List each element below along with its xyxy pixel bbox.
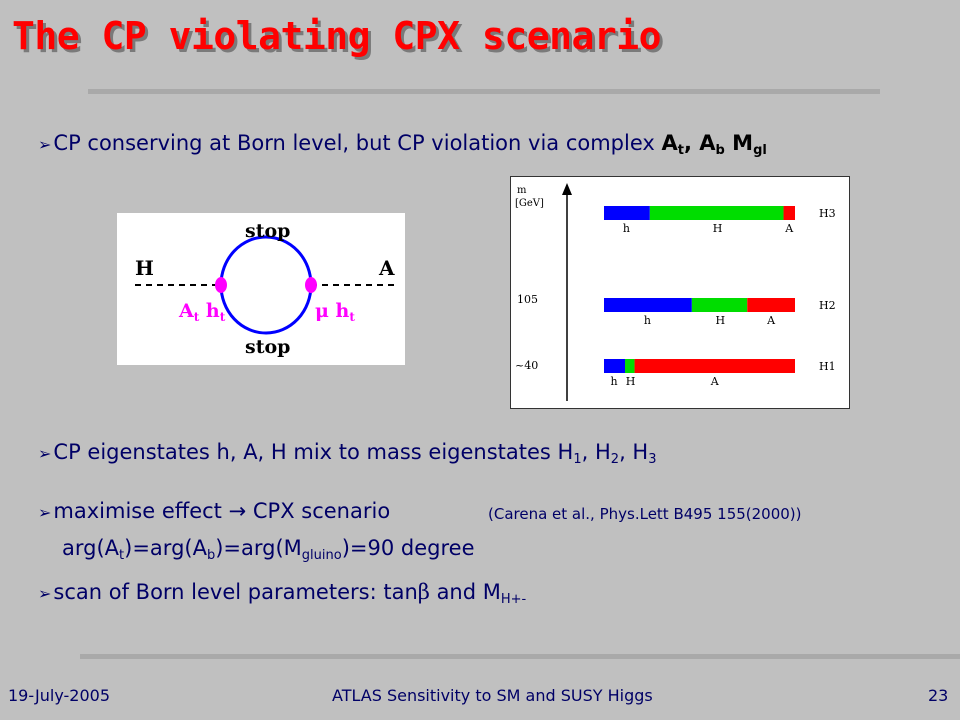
left-vertex-label: At ht (178, 300, 226, 324)
footer-title: ATLAS Sensitivity to SM and SUSY Higgs (332, 686, 653, 705)
bullet-eigenstates: ➢CP eigenstates h, A, H mix to mass eige… (38, 440, 657, 467)
y-tick-40: ~40 (515, 359, 538, 372)
right-vertex-dot (305, 277, 317, 293)
bar-label-H2-H: H (716, 314, 726, 327)
footer-date: 19-July-2005 (8, 686, 111, 705)
arrow-bullet-icon: ➢ (38, 135, 52, 154)
coupling-at: At, Ab Mgl (661, 131, 767, 158)
feynman-diagram: H A stop stop At ht μ ht (117, 213, 405, 365)
bullet-cp-conserving: ➢CP conserving at Born level, but CP vio… (38, 131, 767, 158)
bar-H3-h (604, 206, 650, 220)
page-title: The CP violating CPX scenario (12, 14, 661, 58)
state-label-H2: H2 (819, 299, 836, 312)
label-a: A (378, 256, 395, 280)
bar-label-H3-h: h (623, 222, 630, 235)
y-tick-105: 105 (517, 293, 538, 306)
feynman-svg: H A stop stop At ht μ ht (135, 220, 395, 358)
bar-label-H2-A: A (766, 314, 776, 327)
arrow-bullet-icon: ➢ (38, 584, 52, 603)
y-label-m: m (517, 185, 527, 196)
bar-label-H2-h: h (644, 314, 651, 327)
state-label-H1: H1 (819, 360, 836, 373)
bullet-maximise: ➢maximise effect → CPX scenario (38, 499, 391, 523)
bullet-scan: ➢scan of Born level parameters: tanβ and… (38, 580, 527, 607)
bar-label-H1-h: h (611, 375, 618, 388)
bar-label-H3-A: A (784, 222, 794, 235)
right-vertex-label: μ ht (315, 300, 355, 324)
bar-H1-A (634, 359, 795, 373)
bar-H2-A (747, 298, 795, 312)
bar-label-H1-A: A (710, 375, 720, 388)
stop-loop (219, 235, 313, 335)
bar-H3-A (783, 206, 795, 220)
bar-label-H1-H: H (626, 375, 636, 388)
mixing-chart: m [GeV] 105 ~40 h H A H3 h H A H2 h H A H1 (510, 176, 850, 409)
y-label-unit: [GeV] (515, 198, 544, 209)
arrow-bullet-icon: ➢ (38, 503, 52, 522)
bar-H2-H (691, 298, 748, 312)
arrow-bullet-icon: ➢ (38, 444, 52, 463)
bar-label-H3-H: H (713, 222, 723, 235)
bar-H1-H (625, 359, 635, 373)
y-axis-arrow (562, 183, 572, 195)
bar-H3-H (649, 206, 784, 220)
footer-divider (80, 654, 960, 659)
label-stop-bottom: stop (245, 336, 290, 358)
state-label-H3: H3 (819, 207, 836, 220)
label-stop-top: stop (245, 220, 290, 242)
carena-reference: (Carena et al., Phys.Lett B495 155(2000)… (488, 505, 802, 523)
title-divider (88, 89, 880, 94)
left-vertex-dot (215, 277, 227, 293)
bar-H1-h (604, 359, 626, 373)
arg-condition: arg(At)=arg(Ab)=arg(Mgluino)=90 degree (62, 536, 475, 563)
label-h: H (135, 256, 154, 280)
bar-H2-h (604, 298, 692, 312)
footer-page-number: 23 (928, 686, 949, 705)
right-arrow-icon: → (228, 499, 247, 523)
